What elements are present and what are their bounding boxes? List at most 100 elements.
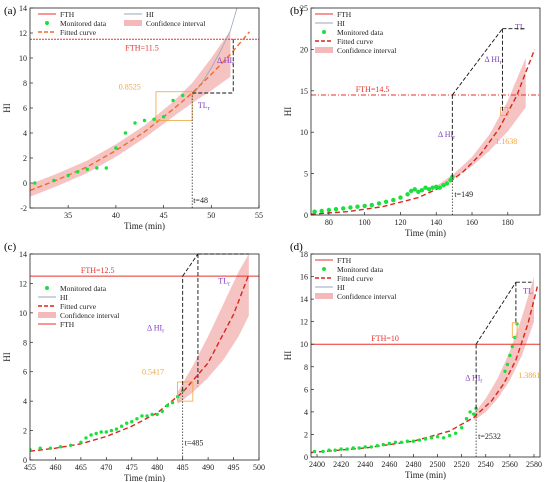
monitored-point	[351, 446, 355, 450]
x-tick-label: 2480	[405, 460, 421, 469]
x-axis-label: Time (min)	[405, 470, 446, 480]
t-label: t=485	[185, 438, 204, 447]
x-tick-label: 80	[325, 218, 333, 227]
monitored-point	[160, 409, 164, 414]
x-tick-label: 40	[112, 211, 120, 220]
x-tick-label: 475	[126, 463, 138, 472]
annotation-arrow	[182, 253, 199, 277]
t-label: t=48	[193, 196, 208, 205]
monitored-point	[423, 437, 428, 441]
legend-entry: FTH	[60, 10, 75, 19]
panel-label-d: (d)	[290, 241, 303, 253]
monitored-point	[399, 440, 404, 444]
monitored-point	[453, 431, 458, 435]
y-tick-label: 14	[300, 295, 308, 304]
x-tick-label: 490	[202, 463, 214, 472]
x-tick-label: 2400	[309, 460, 325, 469]
monitored-point	[416, 189, 421, 194]
monitored-point	[171, 98, 175, 103]
x-tick-label: 465	[75, 463, 87, 472]
monitored-point	[140, 414, 144, 418]
fth-label: FTH=11.5	[125, 43, 158, 52]
highlight-box	[155, 91, 193, 121]
highlight-box	[177, 381, 194, 402]
monitored-point	[341, 206, 346, 211]
tl-subscript: r	[228, 281, 230, 287]
monitored-point	[326, 207, 332, 213]
x-axis-label: Time (min)	[405, 228, 446, 238]
monitored-point	[348, 205, 353, 210]
axes-frame	[310, 253, 541, 458]
axes-frame	[310, 7, 541, 216]
y-tick-label: 8	[23, 338, 27, 347]
monitored-point	[133, 121, 137, 125]
monitored-point	[84, 436, 88, 440]
y-axis-label: HI	[2, 352, 12, 362]
legend-swatch	[315, 293, 333, 299]
monitored-point	[95, 166, 99, 170]
axes-frame	[29, 253, 260, 461]
monitored-point	[387, 441, 391, 446]
delta-hi-label: Δ HIr	[147, 324, 164, 335]
monitored-point	[321, 449, 325, 454]
monitored-point	[441, 183, 446, 188]
plot-area	[311, 276, 540, 457]
monitored-point	[441, 436, 446, 440]
value-label: 1.1638	[495, 137, 517, 146]
value-label: 0.5417	[142, 368, 164, 377]
x-tick-label: 180	[502, 218, 514, 227]
monitored-point	[363, 445, 367, 449]
x-tick-label: 500	[253, 463, 265, 472]
y-tick-label: 18	[300, 250, 308, 259]
legend-swatch	[322, 267, 326, 271]
x-tick-label: 470	[100, 463, 112, 472]
x-tick-label: 2540	[478, 460, 494, 469]
legend-entry: FTH	[337, 256, 352, 265]
delta-hi-subscript: r	[500, 60, 502, 66]
legend-entry: HI	[60, 293, 68, 302]
t-label: t=149	[454, 190, 473, 199]
y-tick-label: -2	[20, 204, 27, 213]
monitored-point	[411, 439, 416, 443]
monitored-point	[155, 412, 159, 417]
monitored-point	[405, 192, 410, 197]
legend-swatch	[124, 20, 142, 26]
monitored-point	[444, 181, 450, 186]
y-tick-label: 20	[300, 45, 308, 54]
monitored-point	[145, 414, 149, 418]
fth-label: FTH=12.5	[81, 266, 115, 275]
y-tick-label: 2	[304, 430, 308, 439]
monitored-point	[165, 403, 170, 408]
monitored-point	[94, 431, 98, 436]
tl-label: TLr	[218, 276, 230, 287]
plot-area	[311, 49, 540, 215]
chart-panel-d: 2400 2420 2440 2460 2480 2500 2520 2540 2560 2580…	[283, 250, 542, 480]
y-axis-label: HI	[2, 103, 12, 113]
y-tick-label: 12	[19, 29, 27, 38]
tl-label: TL	[515, 23, 525, 32]
x-tick-label: 55	[255, 211, 263, 220]
monitored-point	[429, 436, 434, 440]
monitored-point	[312, 449, 317, 454]
monitored-point	[109, 428, 114, 433]
x-tick-label: 495	[228, 463, 240, 472]
monitored-point	[69, 443, 73, 447]
monitored-point	[142, 118, 147, 123]
y-axis-label: HI	[283, 107, 293, 117]
monitored-point	[125, 421, 129, 425]
monitored-point	[48, 446, 53, 450]
delta-hi-label-2: Δ HIr	[485, 55, 502, 66]
legend-entry: Fitted curve	[337, 274, 374, 283]
monitored-point	[333, 448, 337, 452]
legend-entry: Monitored data	[337, 28, 384, 37]
monitored-point	[437, 185, 442, 190]
confidence-band	[436, 57, 526, 189]
monitored-point	[503, 369, 507, 373]
legend-entry: Monitored data	[60, 284, 107, 293]
y-tick-label: 8	[23, 79, 27, 88]
y-tick-label: 0	[304, 453, 308, 462]
y-tick-label: 0	[23, 179, 27, 188]
monitored-point	[161, 115, 166, 119]
x-tick-label: 50	[207, 211, 215, 220]
